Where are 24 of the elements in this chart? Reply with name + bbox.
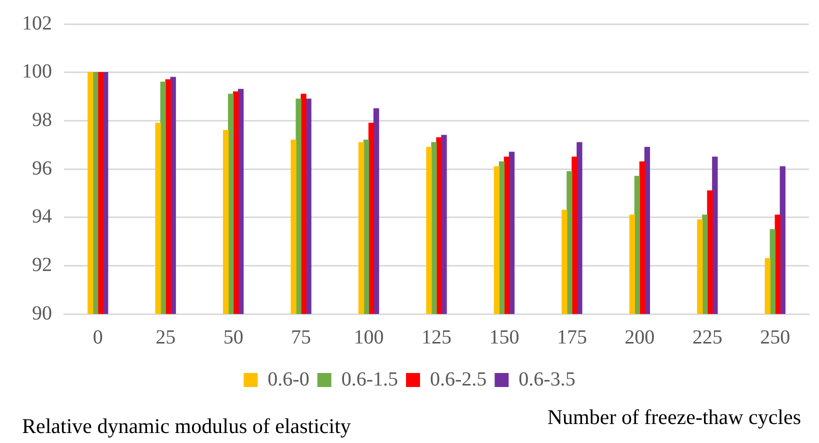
legend-label: 0.6-3.5 xyxy=(518,368,576,390)
x-tick-label: 50 xyxy=(223,326,244,348)
x-tick-label: 150 xyxy=(489,326,520,348)
x-tick-label: 125 xyxy=(422,326,452,348)
y-tick-label: 94 xyxy=(32,206,52,228)
x-tick-label: 200 xyxy=(624,326,655,348)
x-tick-label: 25 xyxy=(156,326,176,348)
y-tick-label: 102 xyxy=(22,12,52,34)
y-tick-label: 100 xyxy=(22,60,52,83)
y-axis-title: Relative dynamic modulus of elasticity xyxy=(22,414,351,439)
legend-label: 0.6-2.5 xyxy=(430,368,487,390)
y-tick-label: 92 xyxy=(32,254,52,276)
x-tick-label: 100 xyxy=(354,326,384,348)
x-tick-label: 75 xyxy=(291,326,312,348)
legend-label: 0.6-1.5 xyxy=(341,368,398,390)
x-tick-label: 175 xyxy=(556,326,587,348)
legend-label: 0.6-0 xyxy=(268,368,310,390)
y-tick-label: 96 xyxy=(32,157,52,180)
x-tick-label: 0 xyxy=(92,326,103,348)
y-tick-label: 90 xyxy=(32,302,52,324)
y-tick-label: 98 xyxy=(32,108,52,131)
x-axis-title: Number of freeze-thaw cycles xyxy=(547,405,801,430)
x-tick-label: 225 xyxy=(692,326,722,348)
x-tick-label: 250 xyxy=(760,326,790,348)
